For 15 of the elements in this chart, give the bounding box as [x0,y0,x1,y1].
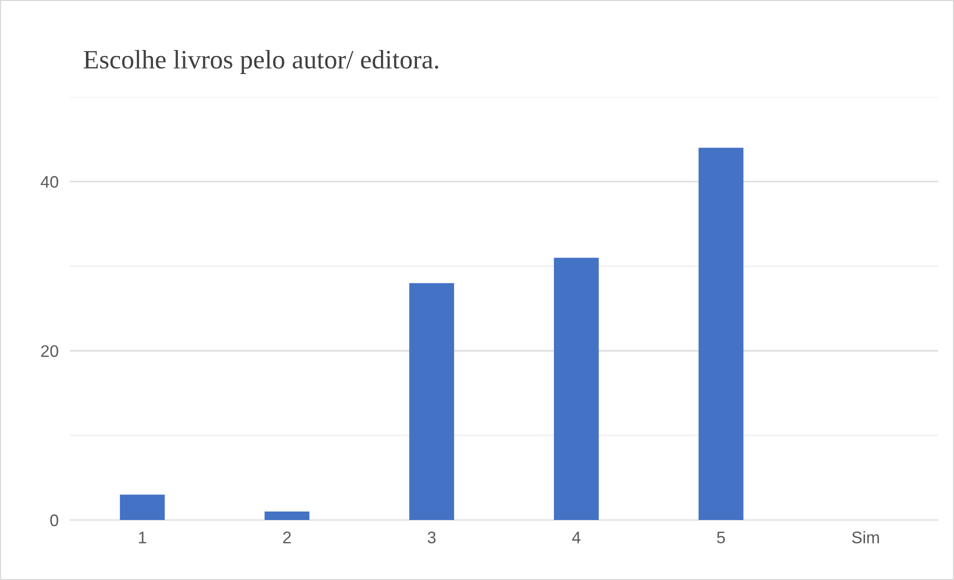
bar [409,283,454,520]
x-tick-label: 2 [283,532,291,544]
y-tick-label: 0 [50,514,58,526]
bar [264,512,310,520]
y-tick-label: 20 [41,345,58,358]
bar [698,148,744,520]
y-tick-label: 40 [40,176,58,188]
x-tick-label: 5 [717,532,725,544]
bar [554,258,599,520]
x-tick-label: Sim [852,531,879,544]
x-tick-label: 4 [572,532,580,544]
x-tick-label: 1 [138,532,146,544]
chart-title: Escolhe livros pelo autor/ editora. [84,50,438,74]
x-tick-label: 3 [428,532,436,544]
bar [120,494,165,520]
